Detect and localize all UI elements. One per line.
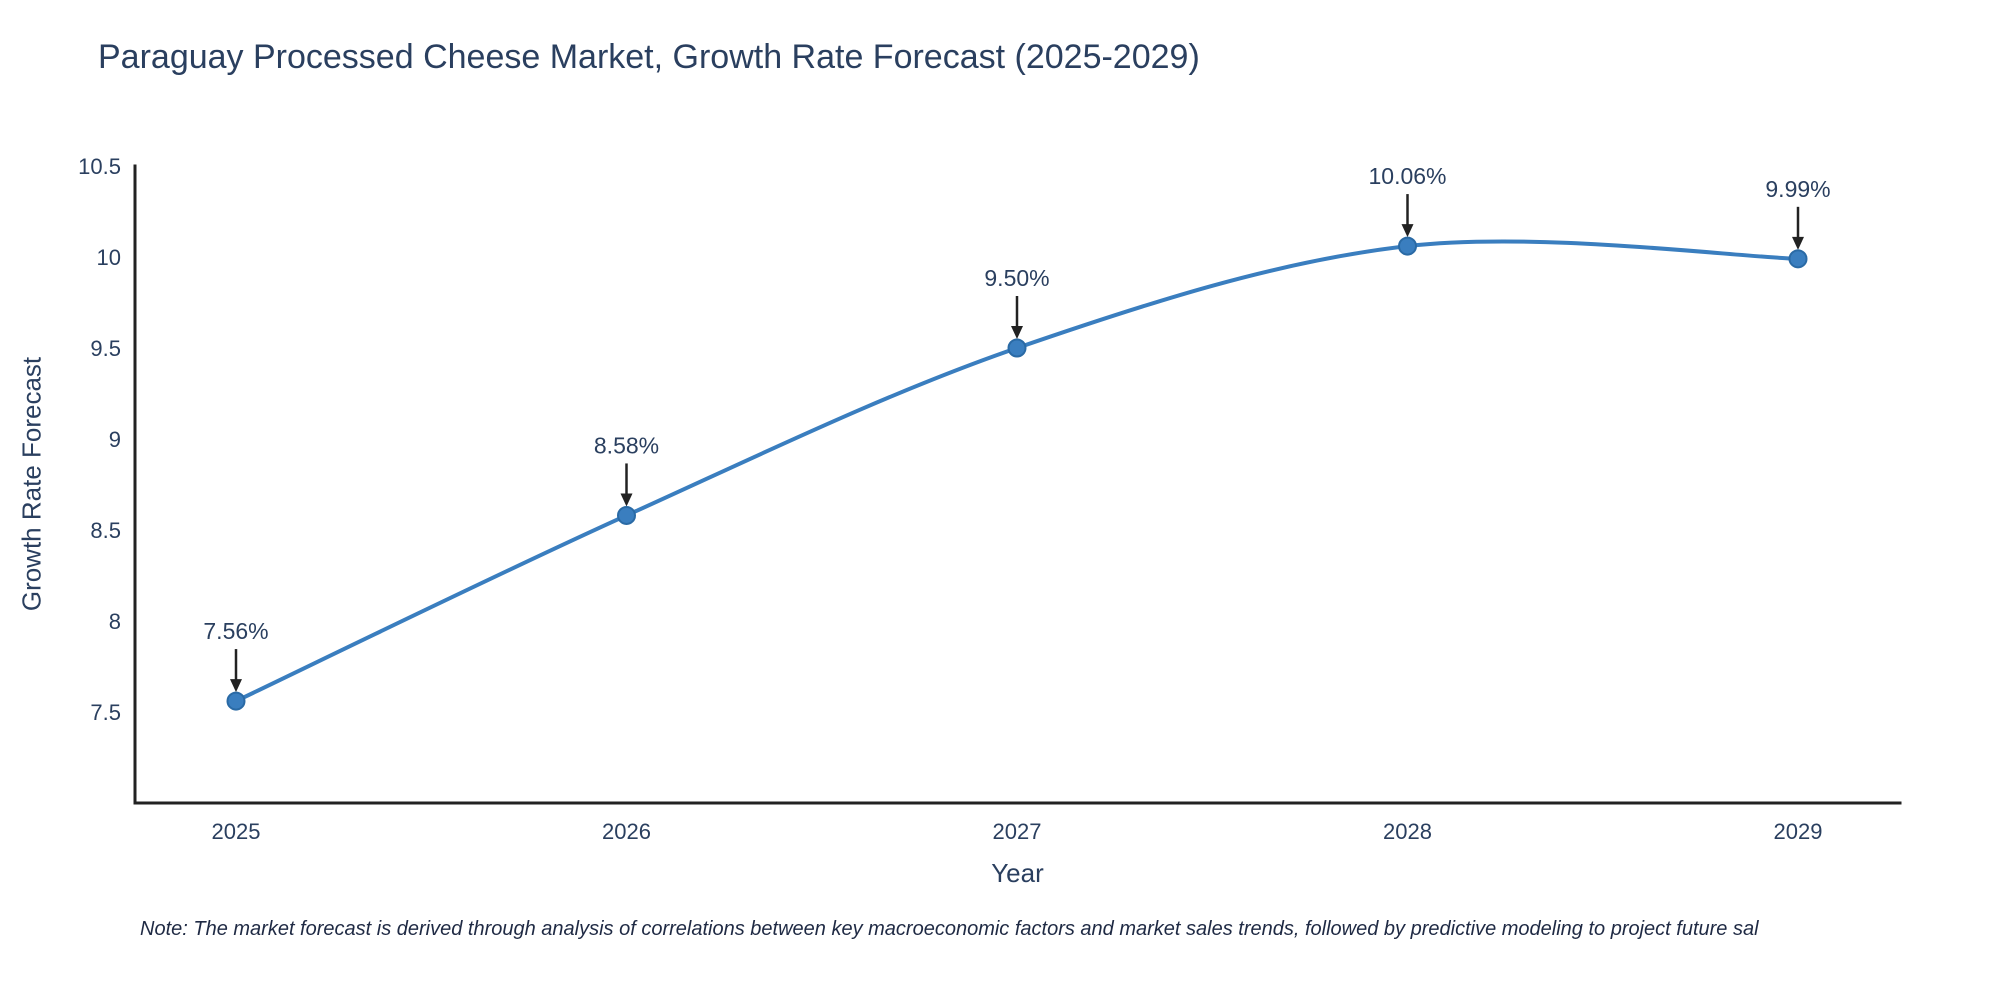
y-tick-label-8: 8: [109, 609, 121, 634]
x-tick-label-2025: 2025: [212, 819, 261, 844]
annotation-arrow-head-2026: [620, 493, 633, 507]
y-tick-label-8.5: 8.5: [90, 518, 121, 543]
chart-title: Paraguay Processed Cheese Market, Growth…: [98, 38, 1200, 76]
annotation-label-2025: 7.56%: [203, 618, 268, 644]
x-tick-label-2028: 2028: [1383, 819, 1432, 844]
data-point-2029[interactable]: [1788, 249, 1808, 269]
y-tick-label-7.5: 7.5: [90, 700, 121, 725]
y-tick-label-10.5: 10.5: [78, 154, 121, 179]
data-point-2025[interactable]: [226, 691, 246, 711]
x-axis-title: Year: [991, 858, 1044, 888]
data-point-2026[interactable]: [617, 505, 636, 525]
y-tick-label-9.5: 9.5: [90, 336, 121, 361]
annotation-label-2027: 9.50%: [984, 265, 1049, 291]
annotation-arrow-head-2025: [230, 679, 242, 693]
data-point-2028[interactable]: [1398, 236, 1417, 256]
annotation-arrow-head-2029: [1792, 236, 1804, 250]
annotation-label-2028: 10.06%: [1368, 163, 1446, 189]
axis-lines: [133, 164, 1902, 805]
annotation-label-2029: 9.99%: [1765, 176, 1830, 202]
y-tick-label-9: 9: [109, 427, 121, 452]
annotation-arrow-head-2027: [1011, 326, 1023, 339]
annotation-arrow-head-2028: [1401, 224, 1414, 238]
x-tick-label-2027: 2027: [993, 819, 1042, 844]
x-tick-label-2026: 2026: [602, 819, 651, 844]
y-tick-label-10: 10: [97, 245, 121, 270]
annotation-label-2026: 8.58%: [594, 432, 659, 458]
data-point-2027[interactable]: [1007, 338, 1027, 358]
footnote: Note: The market forecast is derived thr…: [140, 918, 1759, 940]
x-tick-label-2029: 2029: [1774, 819, 1823, 844]
